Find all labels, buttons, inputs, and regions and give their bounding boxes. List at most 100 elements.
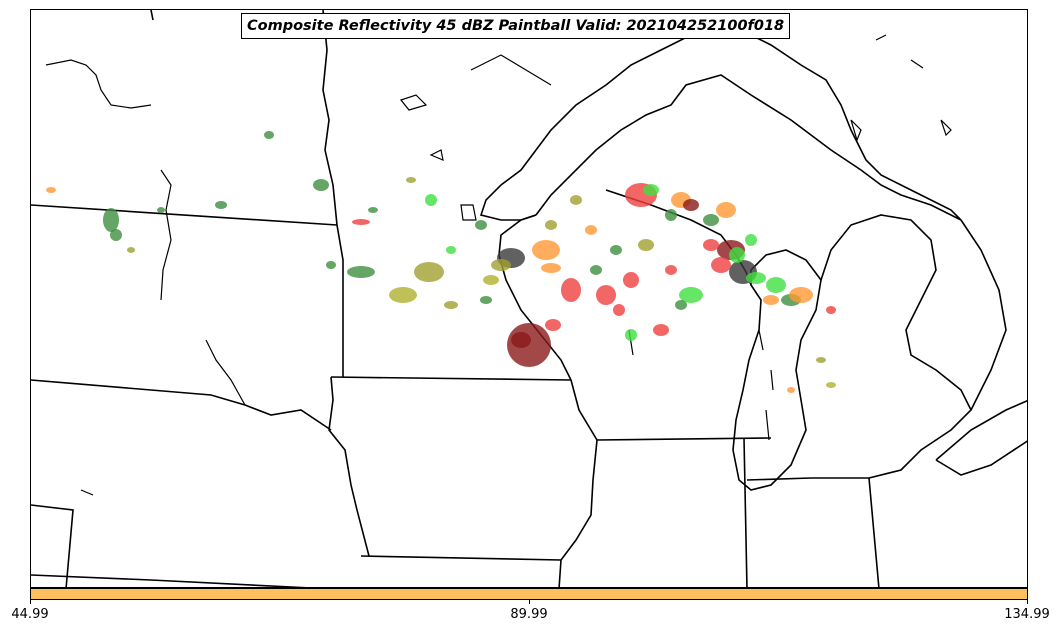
paintball-blob xyxy=(610,245,622,255)
paintball-blob xyxy=(679,287,703,303)
colorbar-tick-label-left: 44.99 xyxy=(11,607,49,622)
paintball-blob xyxy=(444,301,458,309)
paintball-blob xyxy=(711,257,731,273)
lake-mn xyxy=(429,149,444,161)
paintball-blob xyxy=(716,202,736,218)
paintball-blob xyxy=(347,266,375,278)
canada-border-west xyxy=(150,10,154,21)
paintball-blob xyxy=(625,329,637,341)
paintball-blob xyxy=(826,382,836,388)
state-boundaries xyxy=(31,10,1027,587)
wi-il-border xyxy=(596,437,772,441)
lake-sakakawea xyxy=(45,59,152,109)
paintball-blob xyxy=(313,179,329,191)
paintball-blob xyxy=(541,263,561,273)
lake-huron-shore xyxy=(820,214,972,479)
paintball-blob xyxy=(570,195,582,205)
ia-west-border xyxy=(328,376,370,557)
colorbar-tick-right xyxy=(1027,600,1028,604)
paintball-blob xyxy=(665,265,677,275)
paintball-blob xyxy=(215,201,227,209)
paintball-blob xyxy=(653,324,669,336)
lake-wi xyxy=(460,204,477,221)
paintball-blob xyxy=(787,387,795,393)
paintball-blob xyxy=(480,296,492,304)
nd-mn-border xyxy=(322,10,338,226)
paintball-blob xyxy=(613,304,625,316)
paintball-blob xyxy=(665,209,677,221)
paintball-blob xyxy=(766,277,786,293)
lake-michigan xyxy=(732,249,822,491)
paintball-blob xyxy=(406,177,416,183)
paintball-blob xyxy=(826,306,836,314)
map-panel xyxy=(30,9,1028,588)
in-mi-border xyxy=(746,477,869,481)
colorbar-tick-label-right: 134.99 xyxy=(1004,607,1050,622)
paintball-blob xyxy=(643,184,659,196)
lake-ne xyxy=(80,489,94,496)
missouri-river xyxy=(160,169,172,301)
map-title: Composite Reflectivity 45 dBZ Paintball … xyxy=(241,13,791,39)
lake-ont-1 xyxy=(850,119,862,142)
paintball-blob xyxy=(585,225,597,235)
paintball-blob xyxy=(414,262,444,282)
in-oh-border xyxy=(868,477,880,587)
paintball-blob xyxy=(590,265,602,275)
paintball-blob xyxy=(157,207,165,213)
paintball-blob xyxy=(127,247,135,253)
nd-sd-border xyxy=(31,204,338,226)
paintball-blob xyxy=(745,234,757,246)
paintball-blob xyxy=(746,272,766,284)
sd-ne-border xyxy=(31,379,332,431)
paintball-blob xyxy=(326,261,336,269)
paintball-blob xyxy=(623,272,639,288)
paintball-blob xyxy=(703,239,719,251)
paintball-blob xyxy=(683,199,699,211)
paintball-blob xyxy=(511,332,531,348)
il-in-border xyxy=(743,437,748,587)
mn-ia-border xyxy=(330,376,572,381)
lake-ont-2 xyxy=(940,119,952,137)
paintball-blob xyxy=(545,220,557,230)
paintball-blob xyxy=(596,285,616,305)
colorbar-tick-mid xyxy=(529,600,530,604)
mississippi-river-border xyxy=(558,379,598,587)
co-border xyxy=(31,504,74,587)
paintball-blob xyxy=(532,240,560,260)
paintball-layer xyxy=(46,131,836,393)
lake-erie xyxy=(935,399,1027,476)
paintball-blob xyxy=(703,214,719,226)
rivers-and-small-lakes xyxy=(45,34,952,496)
lake-mi-islands xyxy=(758,329,774,441)
paintball-blob xyxy=(561,278,581,302)
reflectivity-map xyxy=(31,10,1027,587)
river-sd xyxy=(205,339,246,406)
ks-ne-border xyxy=(31,574,308,587)
colorbar-tick-left xyxy=(30,600,31,604)
paintball-blob xyxy=(46,187,56,193)
paintball-blob xyxy=(729,247,745,263)
paintball-blob xyxy=(638,239,654,251)
paintball-blob xyxy=(368,207,378,213)
colorbar xyxy=(30,588,1028,600)
paintball-blob xyxy=(491,259,511,271)
lake-ont-3 xyxy=(875,34,924,69)
paintball-blob xyxy=(425,194,437,206)
paintball-blob xyxy=(675,300,687,310)
paintball-blob xyxy=(110,229,122,241)
paintball-blob xyxy=(816,357,826,363)
ia-mo-border xyxy=(360,555,562,561)
colorbar-tick-label-mid: 89.99 xyxy=(510,607,548,622)
upper-red-lake xyxy=(399,94,428,111)
paintball-blob xyxy=(264,131,274,139)
paintball-blob xyxy=(483,275,499,285)
lake-of-woods xyxy=(470,54,552,86)
paintball-blob xyxy=(545,319,561,331)
paintball-blob xyxy=(103,208,119,232)
paintball-blob xyxy=(763,295,779,305)
mn-wi-border xyxy=(498,214,572,381)
paintball-blob xyxy=(389,287,417,303)
paintball-blob xyxy=(352,219,370,225)
paintball-blob xyxy=(446,246,456,254)
paintball-blob xyxy=(475,220,487,230)
